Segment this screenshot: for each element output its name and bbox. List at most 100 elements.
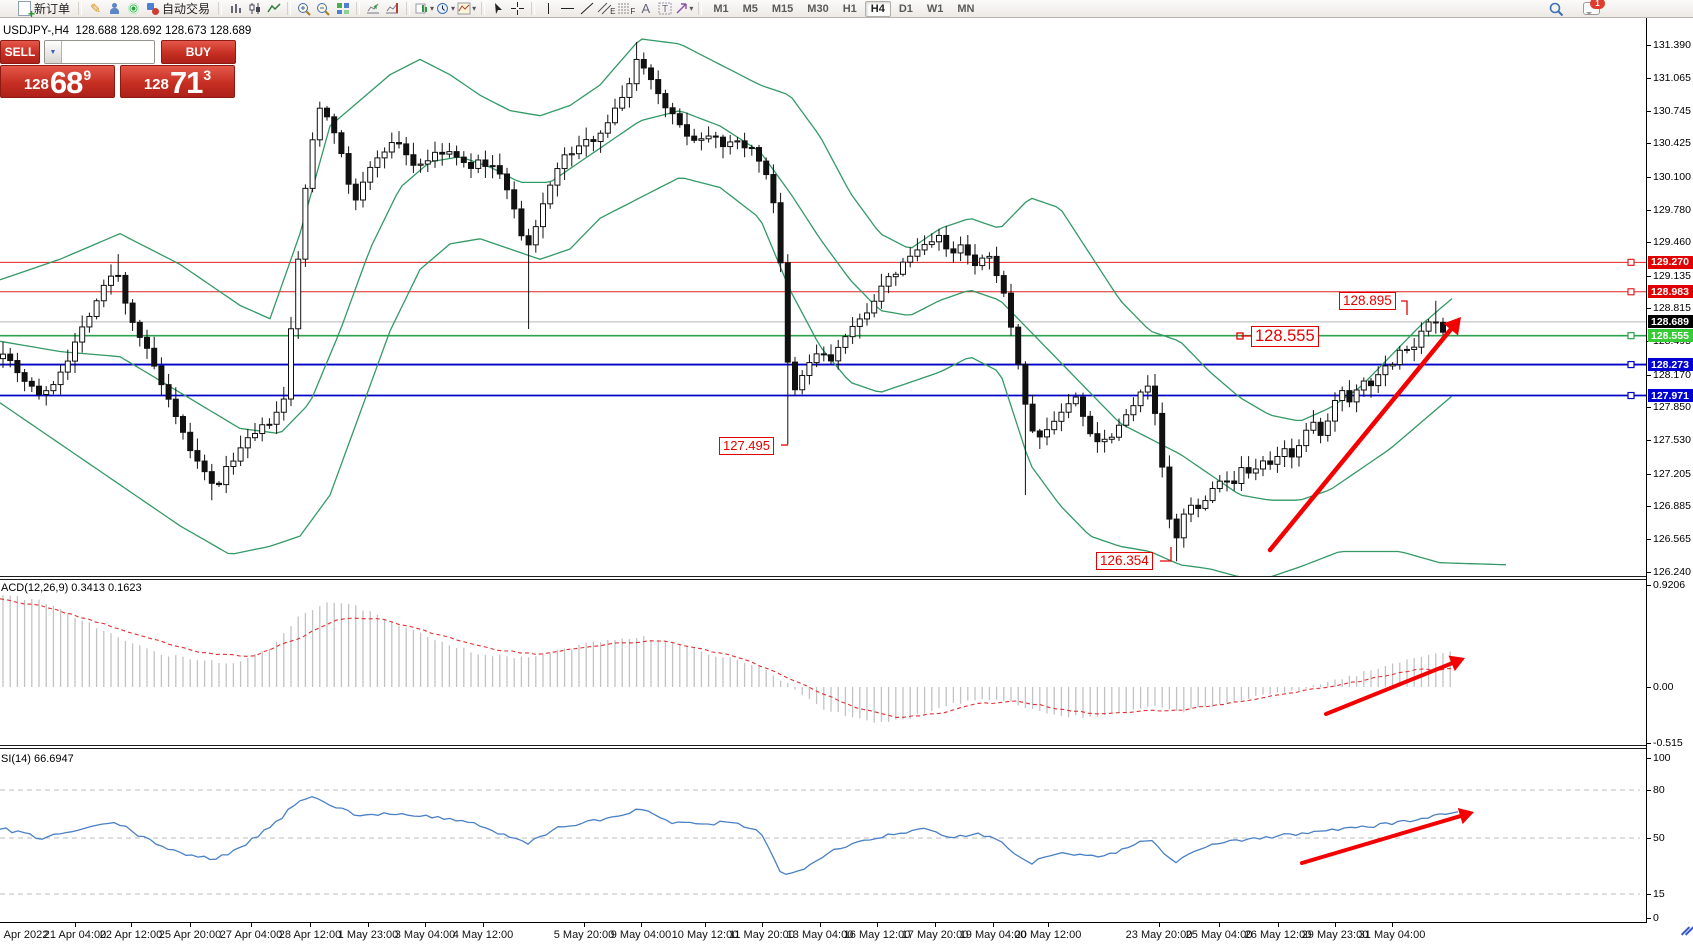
rsi-indicator-label: SI(14) 66.6947 bbox=[1, 753, 74, 765]
time-label: 28 Apr 12:00 bbox=[278, 929, 342, 941]
cursor-icon[interactable] bbox=[490, 1, 507, 16]
zoom-out-icon[interactable] bbox=[315, 1, 332, 16]
time-label: 22 Apr 12:00 bbox=[99, 929, 163, 941]
pane-splitter-rsi[interactable] bbox=[0, 745, 1693, 749]
price-tick-126.885: 126.885 bbox=[1647, 500, 1691, 513]
auto-trading-icon bbox=[147, 2, 160, 15]
time-axis[interactable]: Apr 2022 21 Apr 04:00 22 Apr 12:00 25 Apr 2… bbox=[0, 923, 1693, 944]
time-tick bbox=[251, 923, 252, 927]
price-tick-129.460: 129.460 bbox=[1647, 236, 1691, 249]
buy-price-button[interactable]: 128 71 3 bbox=[120, 65, 235, 98]
candlestick-chart-icon[interactable] bbox=[246, 1, 263, 16]
timeframe-button-H4[interactable]: H4 bbox=[864, 0, 891, 17]
horizontal-level-lines[interactable] bbox=[0, 258, 1646, 400]
buy-button[interactable]: BUY bbox=[160, 40, 236, 64]
volume-decrease-button[interactable]: ▼ bbox=[45, 41, 62, 63]
auto-trading-label: 自动交易 bbox=[162, 2, 211, 16]
price-tick-126.240: 126.240 bbox=[1647, 566, 1691, 579]
signal-icon[interactable] bbox=[125, 1, 142, 16]
styler-crayon-icon[interactable]: ✎ bbox=[90, 0, 101, 16]
timeframe-button-MN[interactable]: MN bbox=[957, 2, 975, 15]
fibonacci-icon[interactable]: F bbox=[617, 1, 635, 16]
time-label: 25 May 04:00 bbox=[1185, 929, 1253, 941]
time-tick bbox=[1159, 923, 1160, 927]
macd-canvas[interactable] bbox=[0, 580, 1646, 745]
time-tick bbox=[1335, 923, 1336, 927]
line-chart-icon[interactable] bbox=[265, 1, 282, 16]
price-tick-128.815: 128.815 bbox=[1647, 302, 1691, 315]
time-label: 27 Apr 04:00 bbox=[219, 929, 283, 941]
text-tool-icon[interactable]: A bbox=[641, 1, 651, 16]
toolbar: 新订单 ✎ 自动交易 ▾ ▾ ▾ E F A T ▾ bbox=[0, 0, 1693, 21]
sell-button[interactable]: SELL bbox=[0, 40, 40, 64]
timeframe-button-M5[interactable]: M5 bbox=[742, 2, 758, 15]
macd-signal-line bbox=[0, 598, 1457, 718]
tile-windows-icon[interactable] bbox=[334, 1, 351, 16]
chat-notifications-icon[interactable]: 1 bbox=[1583, 0, 1605, 16]
price-tick-129.780: 129.780 bbox=[1647, 203, 1691, 216]
pane-splitter-macd[interactable] bbox=[0, 576, 1693, 580]
chart-shift-icon[interactable] bbox=[384, 1, 401, 16]
arrows-tool-icon[interactable]: ▾ bbox=[675, 1, 693, 16]
sell-price-figure: 128 bbox=[23, 76, 49, 93]
time-label: 1 May 23:00 bbox=[337, 929, 399, 941]
new-order-button[interactable]: 新订单 bbox=[14, 0, 74, 21]
timeframe-button-W1[interactable]: W1 bbox=[926, 2, 944, 15]
time-tick bbox=[190, 923, 191, 927]
trend-arrow[interactable] bbox=[1324, 655, 1465, 716]
timeframe-button-M1[interactable]: M1 bbox=[713, 2, 729, 15]
profiles-icon[interactable] bbox=[106, 1, 123, 16]
rsi-canvas[interactable] bbox=[0, 749, 1646, 922]
zoom-in-icon[interactable] bbox=[296, 1, 313, 16]
add-indicator-icon[interactable]: ▾ bbox=[415, 1, 434, 16]
equidistant-channel-icon[interactable]: E bbox=[597, 1, 615, 16]
trend-arrow[interactable] bbox=[1300, 808, 1474, 865]
period-clock-icon[interactable]: ▾ bbox=[436, 1, 455, 16]
text-label-tool-icon[interactable]: T bbox=[656, 1, 673, 16]
price-axis[interactable]: 131.390 131.065 130.745 130.425 130.100 129.7… bbox=[1646, 18, 1693, 924]
volume-input[interactable] bbox=[62, 41, 154, 63]
vertical-line-icon[interactable] bbox=[540, 1, 557, 16]
new-order-icon bbox=[18, 1, 35, 21]
time-tick bbox=[1278, 923, 1279, 927]
time-label: 10 May 12:00 bbox=[671, 929, 739, 941]
time-label: 5 May 20:00 bbox=[553, 929, 615, 941]
price-line-label-128.983: 128.983 bbox=[1648, 285, 1693, 299]
time-tick bbox=[993, 923, 994, 927]
buy-price-point: 3 bbox=[203, 67, 212, 83]
new-order-label: 新订单 bbox=[34, 2, 71, 16]
price-annotation-128.895[interactable]: 128.895 bbox=[1339, 292, 1396, 311]
toolbar-separator bbox=[356, 2, 361, 15]
auto-trading-button[interactable]: 自动交易 bbox=[143, 0, 214, 17]
price-annotation-127.495[interactable]: 127.495 bbox=[719, 437, 774, 455]
price-annotation-126.354[interactable]: 126.354 bbox=[1096, 552, 1153, 571]
search-icon[interactable] bbox=[1548, 1, 1565, 16]
crosshair-icon[interactable] bbox=[509, 1, 526, 16]
timeframe-button-D1[interactable]: D1 bbox=[898, 2, 913, 15]
time-tick bbox=[1392, 923, 1393, 927]
trend-arrow[interactable] bbox=[1267, 317, 1461, 553]
time-label: 13 May 04:00 bbox=[786, 929, 854, 941]
sell-price-point: 9 bbox=[83, 67, 92, 83]
horizontal-line-icon[interactable] bbox=[559, 1, 576, 16]
toolbar-separator bbox=[406, 2, 411, 15]
bollinger-upper bbox=[0, 38, 1453, 422]
price-tick-131.390: 131.390 bbox=[1647, 38, 1691, 51]
main-chart-canvas[interactable] bbox=[0, 18, 1646, 576]
auto-scroll-icon[interactable] bbox=[365, 1, 382, 16]
timeframe-button-M30[interactable]: M30 bbox=[807, 2, 829, 15]
macd-histogram bbox=[2, 595, 1451, 723]
trendline-icon[interactable] bbox=[578, 1, 595, 16]
timeframe-button-M15[interactable]: M15 bbox=[771, 2, 794, 15]
price-line-label-127.971: 127.971 bbox=[1648, 389, 1693, 403]
toolbar-separator bbox=[218, 2, 223, 15]
template-icon[interactable]: ▾ bbox=[457, 1, 476, 16]
sell-price-button[interactable]: 128 68 9 bbox=[0, 65, 115, 98]
bar-chart-icon[interactable] bbox=[227, 1, 244, 16]
price-line-label-129.270: 129.270 bbox=[1648, 255, 1693, 269]
price-tick-131.065: 131.065 bbox=[1647, 71, 1691, 84]
price-annotation-128.555[interactable]: 128.555 bbox=[1251, 326, 1319, 348]
svg-text:T: T bbox=[662, 4, 668, 15]
timeframe-button-H1[interactable]: H1 bbox=[842, 2, 857, 15]
